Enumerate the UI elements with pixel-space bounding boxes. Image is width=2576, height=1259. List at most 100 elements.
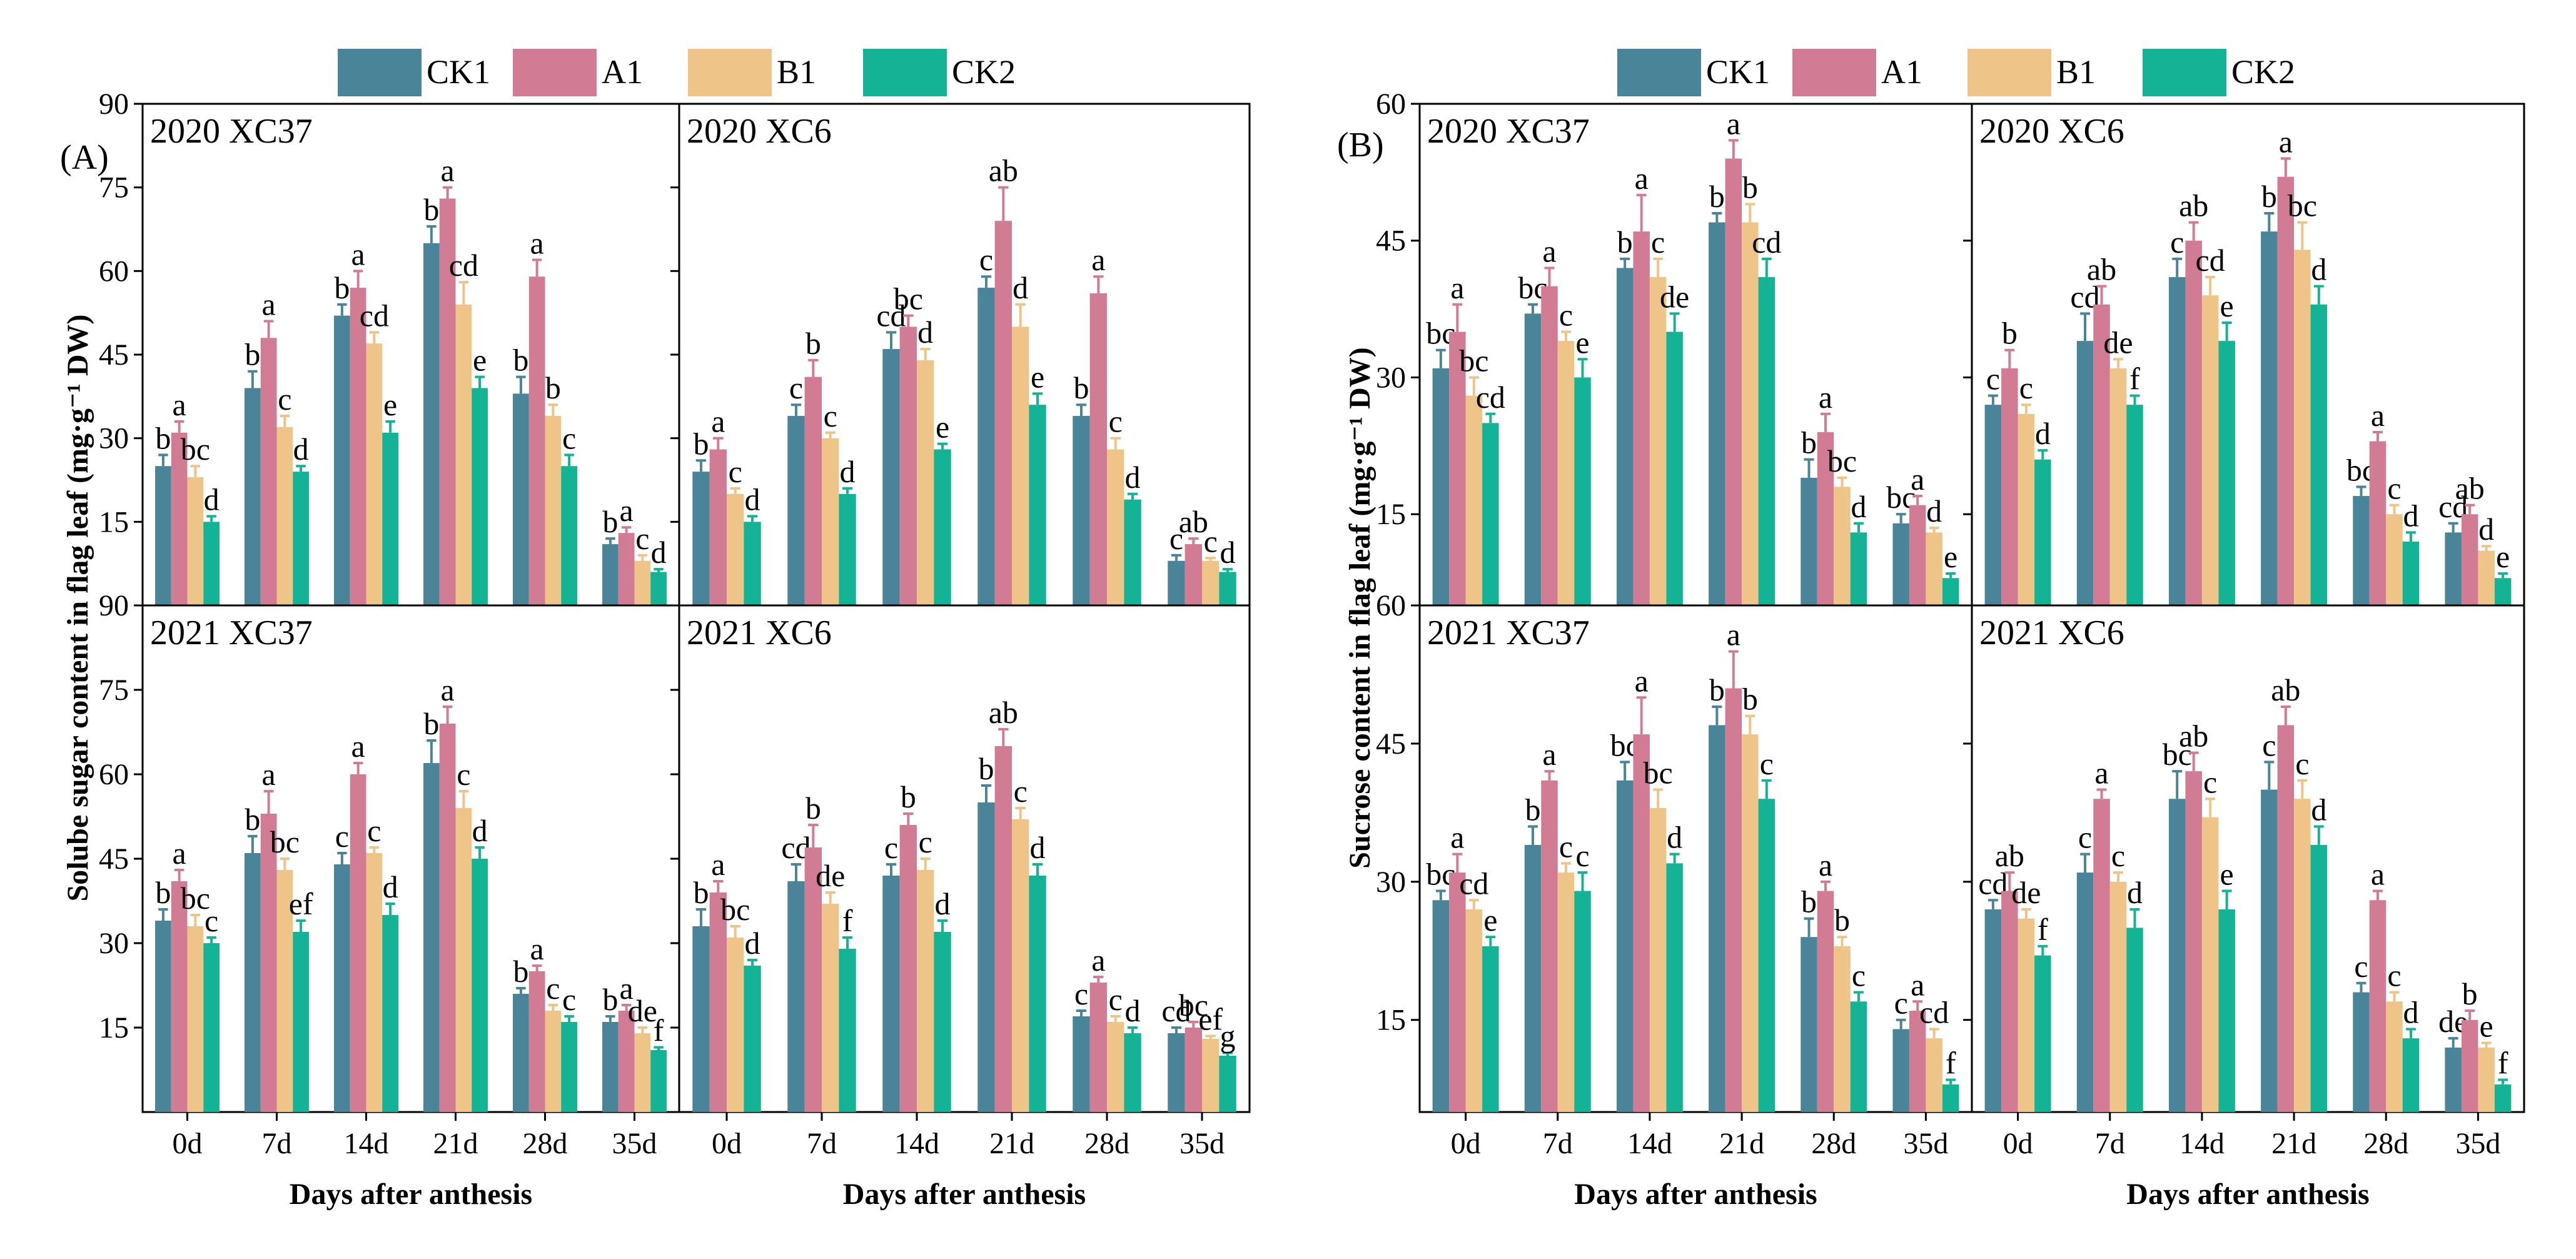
- subplot-frame: [1971, 103, 2525, 607]
- significance-letter: a: [441, 672, 455, 707]
- bar-ck2-35d: [1219, 572, 1236, 605]
- bar-ck2-0d: [744, 966, 761, 1112]
- bar-ck1-35d: [2445, 1047, 2462, 1112]
- significance-letter: c: [789, 370, 803, 405]
- legend-label-a1: A1: [1881, 53, 1922, 91]
- bar-b1-0d: [727, 493, 744, 605]
- bar-ck1-28d: [513, 994, 529, 1112]
- y-axis-title: Solube sugar content in flag leaf (mg·g⁻…: [61, 315, 94, 902]
- panel-label: (B): [1337, 126, 1384, 164]
- significance-letter: a: [262, 287, 276, 322]
- significance-letter: a: [530, 226, 544, 261]
- legend-label-b1: B1: [2056, 53, 2096, 91]
- significance-letter: f: [842, 903, 853, 938]
- y-tick-label: 90: [99, 589, 129, 622]
- subplot-title: 2021 XC6: [1979, 614, 2124, 652]
- significance-letter: a: [1450, 270, 1464, 305]
- significance-letter: c: [729, 454, 742, 489]
- x-axis-title: Days after anthesis: [843, 1178, 1086, 1211]
- legend-swatch-ck2: [2143, 49, 2226, 96]
- significance-letter: a: [1635, 663, 1649, 698]
- bar-ck1-0d: [1984, 909, 2002, 1112]
- significance-letter: d: [472, 813, 488, 848]
- significance-letter: a: [1819, 380, 1832, 415]
- bar-ck2-7d: [2126, 928, 2143, 1112]
- bar-a1-7d: [2093, 304, 2110, 605]
- bar-b1-35d: [2478, 1047, 2495, 1112]
- y-tick-label: 15: [99, 1011, 129, 1044]
- legend-label-a1: A1: [602, 53, 643, 91]
- bar-ck2-28d: [561, 1022, 577, 1112]
- significance-letter: c: [1109, 404, 1123, 439]
- bar-ck2-0d: [203, 943, 220, 1112]
- significance-letter: b: [1709, 179, 1725, 214]
- significance-letter: a: [351, 729, 365, 764]
- bar-b1-7d: [276, 870, 293, 1112]
- legend-swatch-ck1: [338, 49, 422, 96]
- bar-ck1-7d: [2076, 341, 2094, 605]
- bar-ck2-7d: [1574, 377, 1591, 605]
- subplot-title: 2021 XC37: [150, 614, 313, 652]
- bar-a1-35d: [1909, 1011, 1926, 1112]
- bar-ck1-0d: [1984, 405, 2002, 605]
- bar-ck1-0d: [1432, 368, 1450, 605]
- significance-letter: d: [293, 432, 309, 467]
- significance-letter: e: [383, 387, 397, 422]
- bar-ck1-0d: [692, 926, 710, 1112]
- x-tick-label: 14d: [1627, 1127, 1672, 1160]
- significance-letter: c: [2203, 764, 2217, 799]
- significance-letter: b: [2462, 976, 2478, 1011]
- y-tick-label: 30: [99, 422, 129, 455]
- significance-letter: a: [173, 387, 186, 422]
- bar-b1-21d: [455, 304, 472, 605]
- bar-ck2-14d: [934, 932, 951, 1112]
- bar-ck2-35d: [2494, 1084, 2512, 1112]
- significance-letter: a: [2371, 857, 2385, 892]
- bar-ck2-28d: [561, 466, 577, 605]
- bar-a1-7d: [260, 338, 277, 605]
- subplot-title: 2021 XC37: [1427, 614, 1590, 652]
- bar-ck1-35d: [1892, 523, 1909, 605]
- bar-ck1-35d: [1892, 1029, 1909, 1112]
- significance-letter: bc: [1459, 343, 1488, 378]
- legend-label-ck1: CK1: [1706, 53, 1770, 91]
- y-tick-label: 30: [99, 927, 129, 960]
- significance-letter: bc: [1644, 756, 1673, 791]
- bar-ck2-7d: [1574, 891, 1591, 1112]
- bar-b1-14d: [917, 360, 934, 605]
- subplot-title: 2020 XC37: [150, 112, 313, 151]
- significance-letter: c: [884, 830, 898, 865]
- bar-b1-14d: [366, 343, 383, 605]
- subplot-2021-xc37: 2021 XC37153045607590babcc0dbabcef7dcacd…: [99, 589, 680, 1211]
- bar-ck1-21d: [977, 802, 995, 1112]
- significance-letter: a: [1727, 106, 1740, 141]
- significance-letter: a: [1542, 233, 1556, 268]
- significance-letter: ef: [1198, 1002, 1223, 1037]
- significance-letter: b: [1742, 682, 1758, 717]
- bar-ck2-0d: [1482, 423, 1499, 605]
- significance-letter: d: [1125, 993, 1141, 1028]
- significance-letter: bc: [1179, 988, 1208, 1023]
- panel-label: (A): [60, 138, 109, 177]
- bar-a1-28d: [528, 276, 545, 605]
- subplot-title: 2020 XC6: [687, 112, 832, 151]
- bar-ck2-21d: [2310, 844, 2328, 1112]
- significance-letter: bc: [720, 892, 750, 927]
- bar-ck2-35d: [1942, 578, 1959, 605]
- bar-ck1-14d: [334, 864, 350, 1112]
- significance-letter: a: [711, 404, 725, 439]
- y-tick-label: 60: [99, 758, 129, 791]
- significance-letter: d: [1220, 535, 1236, 570]
- legend: CK1 A1 B1 CK2: [1617, 49, 2295, 96]
- significance-letter: d: [1851, 489, 1866, 524]
- bar-ck2-14d: [2218, 909, 2235, 1112]
- significance-letter: e: [2496, 539, 2510, 574]
- bar-b1-14d: [917, 870, 934, 1112]
- bar-ck1-7d: [787, 881, 805, 1112]
- bar-ck2-21d: [1758, 799, 1775, 1112]
- significance-letter: c: [1014, 774, 1028, 809]
- subplot-title: 2020 XC6: [1979, 112, 2124, 151]
